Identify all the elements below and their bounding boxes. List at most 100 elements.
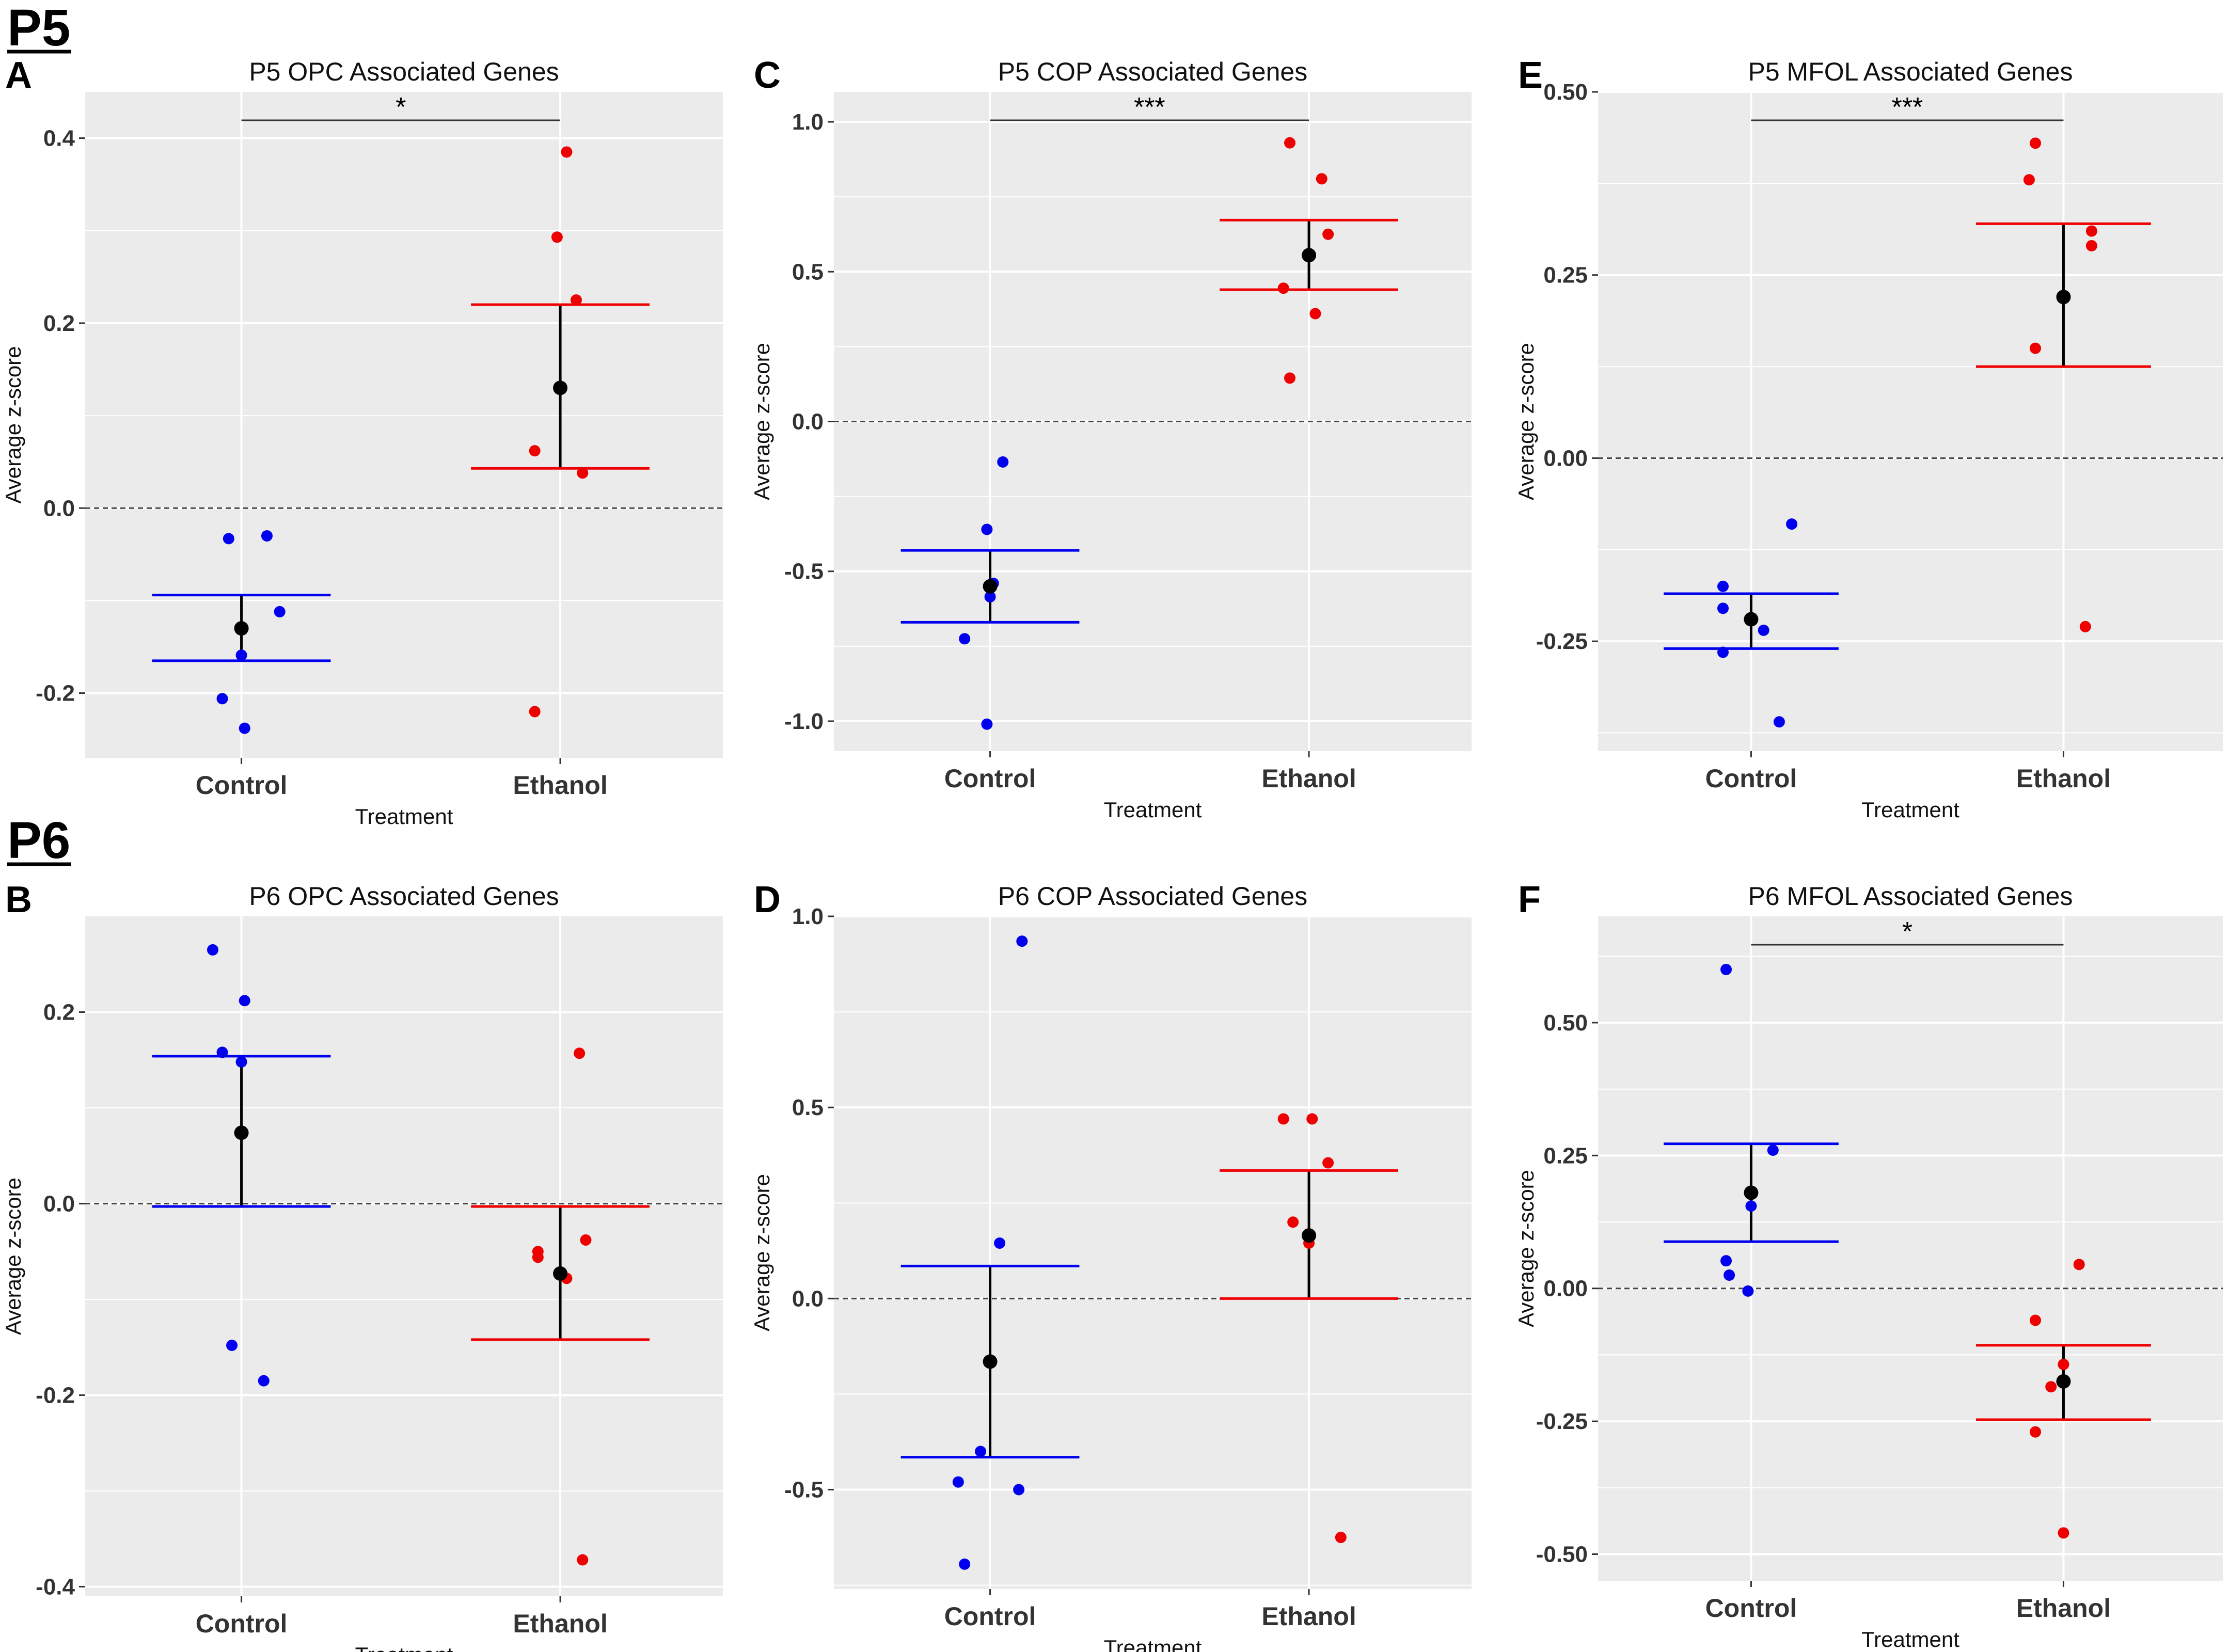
y-tick-label: -0.2 [36, 1383, 75, 1408]
x-tick-label-ethanol: Ethanol [1261, 764, 1356, 793]
y-tick-label: 1.0 [792, 904, 824, 929]
panel-letter-a: A [5, 55, 32, 96]
x-tick-label-control: Control [944, 764, 1036, 793]
data-point-control [235, 1056, 247, 1068]
data-point-control [1016, 935, 1028, 947]
y-axis-title: Average z-score [750, 1174, 774, 1331]
plot-background [1598, 92, 2223, 751]
y-tick-label: -0.4 [36, 1574, 75, 1599]
y-tick-label: 0.2 [43, 999, 75, 1025]
panel-letter-b: B [5, 879, 32, 920]
data-point-ethanol [574, 1047, 586, 1059]
data-point-control [1767, 1145, 1779, 1156]
y-tick-label: 0.2 [43, 311, 75, 336]
data-point-control [216, 693, 228, 705]
x-tick-label-ethanol: Ethanol [513, 771, 607, 800]
x-axis-title: Treatment [1861, 1627, 1959, 1651]
significance-marker: * [1902, 917, 1912, 947]
panel-letter-d: D [754, 879, 781, 920]
y-tick-label: 0.25 [1543, 263, 1588, 288]
x-tick-label-ethanol: Ethanol [2016, 764, 2111, 793]
data-point-control [1717, 646, 1729, 658]
x-tick-label-control: Control [196, 771, 288, 800]
mean-point-ethanol [553, 1266, 568, 1281]
data-point-ethanol [2030, 137, 2041, 149]
data-point-control [239, 722, 250, 734]
y-axis-title: Average z-score [1, 1178, 25, 1335]
plot-background [85, 92, 723, 758]
x-axis-title: Treatment [1104, 798, 1202, 822]
data-point-ethanol [1335, 1532, 1347, 1544]
panel-f: -0.50 -0.25 0.00 0.25 0.50 Control Ethanol * P6 … [1514, 879, 2223, 1651]
significance-marker: * [396, 92, 406, 122]
panel-title: P5 COP Associated Genes [998, 57, 1307, 86]
plot-background [85, 916, 723, 1596]
y-tick-label: 0.00 [1543, 1276, 1588, 1301]
y-axis-title: Average z-score [1514, 343, 1538, 500]
y-tick-label: 0.0 [792, 409, 824, 435]
data-point-control [1786, 518, 1798, 530]
mean-point-ethanol [553, 380, 568, 395]
y-tick-label: 0.0 [43, 1191, 75, 1216]
data-point-control [261, 530, 273, 542]
data-point-ethanol [561, 146, 573, 158]
section-label-p6: P6 [7, 812, 70, 869]
data-point-control [226, 1340, 238, 1352]
data-point-ethanol [580, 1234, 592, 1246]
data-point-ethanol [2023, 174, 2035, 186]
data-point-control [1720, 1255, 1732, 1267]
data-point-ethanol [1284, 137, 1296, 149]
data-point-ethanol [2058, 1358, 2069, 1370]
data-point-control [235, 649, 247, 661]
data-point-ethanol [1287, 1216, 1299, 1228]
significance-marker: *** [1892, 92, 1923, 122]
y-tick-label: 0.50 [1543, 1010, 1588, 1036]
data-point-control [207, 944, 218, 956]
x-tick-label-control: Control [196, 1609, 288, 1638]
section-label-p5: P5 [7, 0, 70, 57]
data-point-control [1745, 1200, 1757, 1212]
x-axis-title: Treatment [1861, 798, 1959, 822]
data-point-control [1717, 602, 1729, 614]
data-point-ethanol [2073, 1259, 2085, 1270]
data-point-control [258, 1375, 270, 1387]
x-axis-title: Treatment [1104, 1635, 1202, 1652]
panel-letter-c: C [754, 55, 781, 96]
panel-letter-e: E [1518, 55, 1543, 96]
panel-title: P5 MFOL Associated Genes [1748, 57, 2073, 86]
data-point-control [1013, 1484, 1025, 1496]
y-tick-label: 0.00 [1543, 446, 1588, 471]
panel-e: -0.25 0.00 0.25 0.50 Control Ethanol *** P5 MFO… [1514, 55, 2223, 822]
y-tick-label: -0.50 [1536, 1542, 1588, 1567]
x-tick-label-control: Control [1705, 1594, 1797, 1623]
data-point-ethanol [2058, 1527, 2069, 1539]
data-point-control [223, 533, 234, 545]
panel-title: P6 OPC Associated Genes [249, 882, 559, 911]
data-point-ethanol [529, 445, 541, 457]
data-point-ethanol [2030, 342, 2041, 354]
y-tick-label: -0.25 [1536, 629, 1588, 654]
data-point-control [981, 718, 993, 730]
data-point-ethanol [1316, 173, 1327, 185]
data-point-ethanol [2085, 225, 2097, 237]
data-point-control [959, 1558, 971, 1570]
mean-point-control [983, 1354, 998, 1369]
data-point-control [239, 995, 250, 1007]
y-tick-label: 0.50 [1543, 80, 1588, 105]
panel-title: P6 MFOL Associated Genes [1748, 882, 2073, 911]
data-point-ethanol [1277, 282, 1289, 294]
x-tick-label-ethanol: Ethanol [1261, 1602, 1356, 1631]
data-point-ethanol [1306, 1113, 1318, 1125]
data-point-control [1773, 716, 1785, 728]
data-point-ethanol [2045, 1381, 2057, 1393]
y-tick-label: -0.5 [784, 559, 824, 584]
y-tick-label: -0.25 [1536, 1409, 1588, 1434]
x-tick-label-control: Control [1705, 764, 1797, 793]
x-axis-title: Treatment [355, 804, 453, 829]
data-point-control [997, 456, 1009, 468]
data-point-ethanol [2030, 1314, 2041, 1326]
data-point-ethanol [577, 1554, 589, 1566]
data-point-ethanol [2085, 240, 2097, 251]
data-point-ethanol [1309, 308, 1321, 320]
mean-point-control [234, 1125, 249, 1140]
